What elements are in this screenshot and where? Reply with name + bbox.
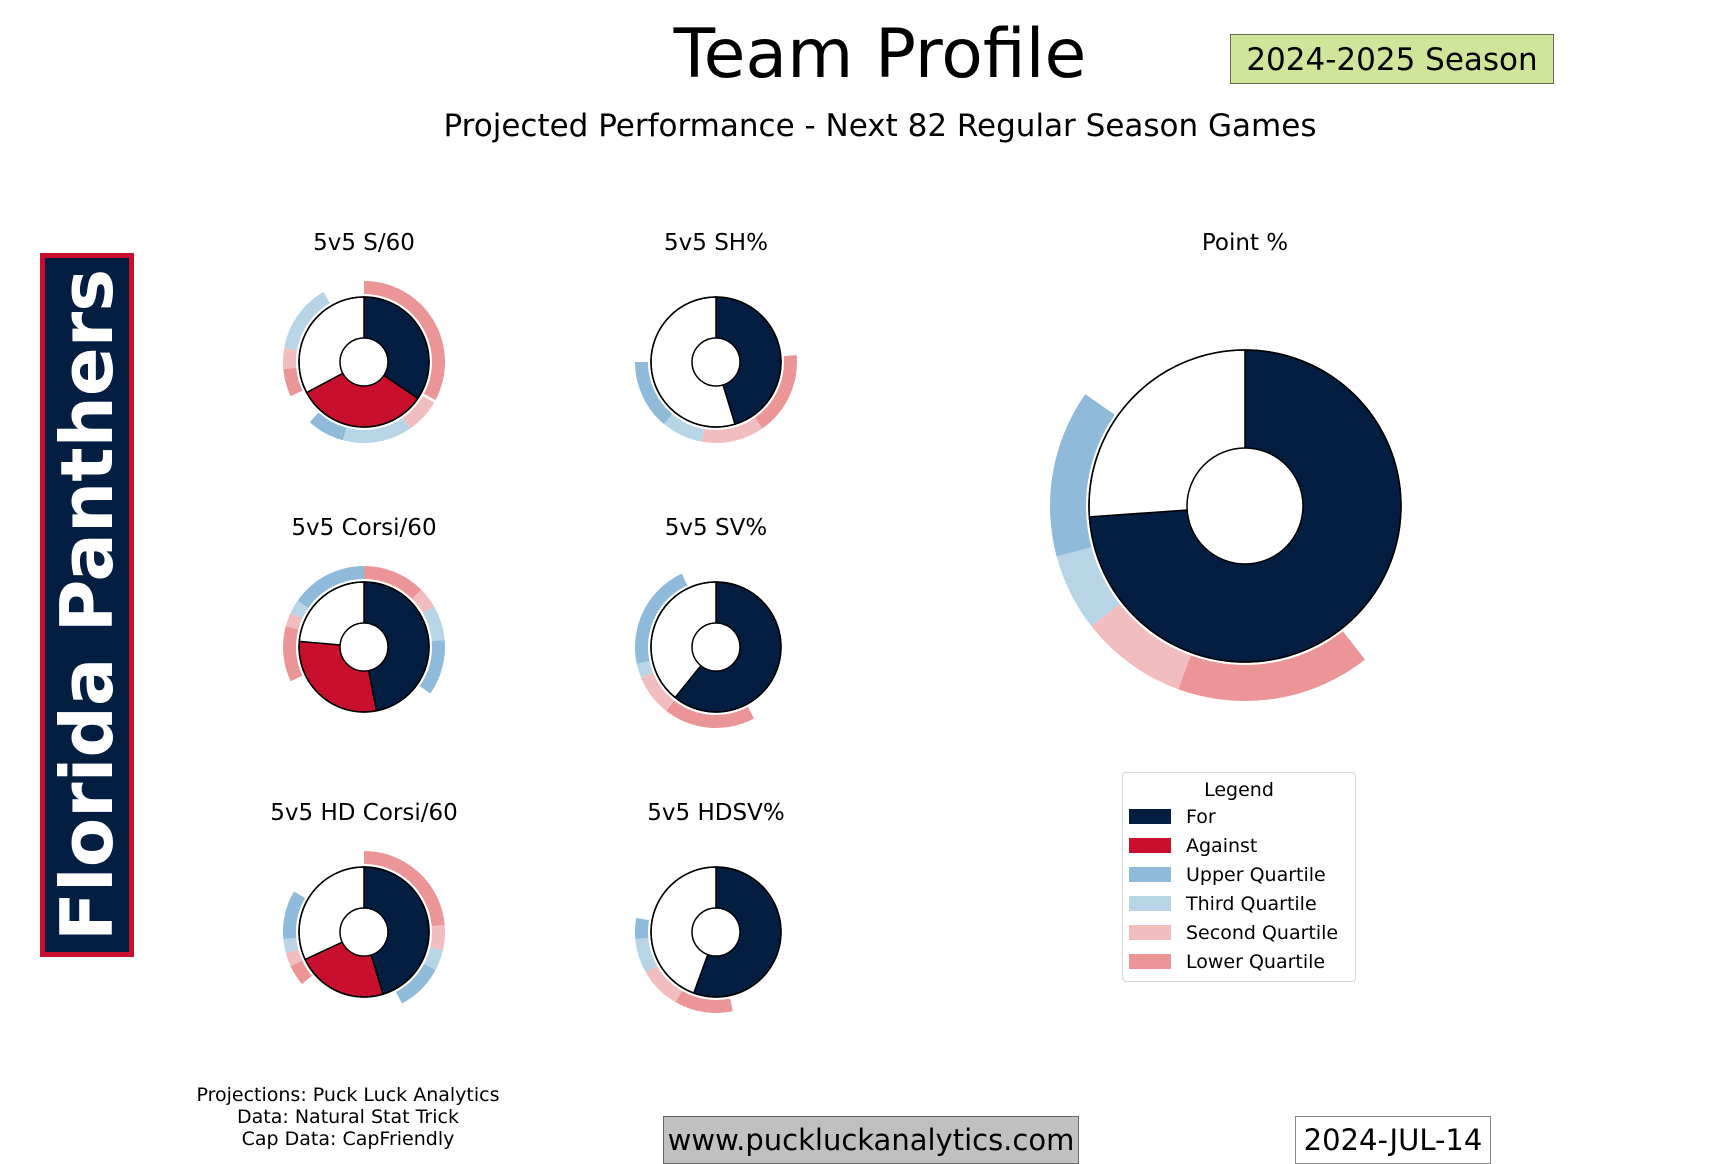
legend-title: Legend (1204, 779, 1274, 801)
legend-label-upper-quartile: Upper Quartile (1186, 863, 1326, 886)
chart-2-quartile-arc-3 (663, 414, 705, 442)
chart-5-title: 5v5 HD Corsi/60 (270, 800, 457, 826)
chart-3-quartile-arc-4 (419, 639, 446, 694)
chart-6-title: 5v5 HDSV% (647, 800, 784, 826)
page-subtitle: Projected Performance - Next 82 Regular … (443, 108, 1317, 144)
chart-6-quartile-arc-3 (635, 937, 658, 973)
chart-2-center-hole (691, 337, 741, 387)
chart-5-quartile-arc-1 (364, 851, 445, 927)
legend-label-third-quartile: Third Quartile (1186, 892, 1317, 915)
chart-1-quartile-arc-7 (284, 291, 330, 351)
chart-4-outline (650, 581, 782, 713)
legend-label-for: For (1186, 805, 1216, 828)
chart-7-title: Point % (1202, 230, 1288, 256)
chart-7-quartile-arc-2 (1091, 603, 1191, 690)
website-label: www.puckluckanalytics.com (663, 1116, 1079, 1164)
chart-1-center-hole (339, 337, 389, 387)
chart-1-quartile-arc-4 (309, 412, 347, 441)
legend-swatch-against (1129, 838, 1171, 853)
chart-2-quartile-arc-4 (635, 362, 673, 425)
chart-1-quartile-arc-3 (343, 417, 411, 444)
chart-4-quartile-arc-2 (640, 672, 675, 711)
chart-3-quartile-arc-2 (412, 589, 435, 613)
chart-5-outline (298, 866, 430, 998)
chart-7-quartile-arc-1 (1178, 631, 1366, 701)
chart-1-quartile-arc-5 (283, 367, 303, 397)
chart-5-quartile-arc-2 (430, 924, 446, 951)
chart-6-outline (650, 866, 782, 998)
chart-3-title: 5v5 Corsi/60 (291, 515, 436, 541)
legend-item-second-quartile: Second Quartile (1123, 918, 1355, 947)
chart-3-quartile-arc-6 (285, 612, 303, 630)
legend-swatch-third-quartile (1129, 896, 1171, 911)
chart-5-quartile-arc-8 (283, 891, 306, 940)
legend-swatch-second-quartile (1129, 925, 1171, 940)
chart-2-quartile-arc-2 (701, 417, 763, 443)
chart-3-center-hole (339, 622, 389, 672)
chart-5-quartile-arc-5 (290, 960, 312, 985)
chart-4-quartile-arc-4 (634, 573, 688, 664)
chart-6-center-hole (691, 907, 741, 957)
chart-3-quartile-arc-7 (290, 600, 309, 619)
chart-2-outline (650, 296, 782, 428)
chart-1-quartile-arc-6 (283, 347, 298, 370)
chart-7-quartile-arc-3 (1056, 547, 1120, 627)
chart-5-quartile-arc-3 (424, 947, 443, 971)
credits: Projections: Puck Luck Analytics Data: N… (158, 1084, 538, 1150)
legend-item-lower-quartile: Lower Quartile (1123, 947, 1355, 976)
chart-3-quartile-arc-1 (364, 566, 422, 599)
page-title: Team Profile (673, 15, 1087, 94)
legend-label-second-quartile: Second Quartile (1186, 921, 1339, 944)
chart-7-outline (1088, 349, 1402, 663)
credit-data: Data: Natural Stat Trick (237, 1106, 459, 1128)
chart-2-title: 5v5 SH% (664, 230, 768, 256)
legend-swatch-for (1129, 809, 1171, 824)
chart-6-quartile-arc-2 (645, 966, 682, 1003)
chart-3-quartile-arc-5 (283, 626, 303, 682)
legend-item-third-quartile: Third Quartile (1123, 889, 1355, 918)
chart-4-quartile-arc-1 (666, 700, 755, 728)
chart-5-center-hole (339, 907, 389, 957)
legend-item-for: For (1123, 802, 1355, 831)
chart-1-quartile-arc-1 (364, 281, 445, 401)
chart-3-quartile-arc-8 (297, 566, 364, 608)
chart-5-quartile-arc-7 (283, 937, 299, 953)
chart-7-center-hole (1186, 447, 1304, 565)
chart-6-quartile-arc-4 (635, 917, 650, 940)
legend: Legend For Against Upper Quartile Third … (1122, 772, 1356, 982)
chart-5-quartile-arc-6 (285, 949, 303, 967)
legend-label-against: Against (1186, 834, 1258, 857)
chart-4-quartile-arc-3 (636, 661, 653, 678)
legend-swatch-upper-quartile (1129, 867, 1171, 882)
chart-5-quartile-arc-4 (395, 963, 436, 1004)
chart-7-quartile-arc-4 (1049, 394, 1115, 557)
chart-6-quartile-arc-1 (675, 990, 733, 1013)
chart-4-center-hole (691, 622, 741, 672)
credit-cap-data: Cap Data: CapFriendly (241, 1128, 455, 1150)
chart-1-title: 5v5 S/60 (313, 230, 415, 256)
chart-1-outline (298, 296, 430, 428)
chart-3-quartile-arc-3 (422, 606, 445, 642)
date-label: 2024-JUL-14 (1295, 1116, 1491, 1164)
legend-swatch-lower-quartile (1129, 954, 1171, 969)
chart-2-quartile-arc-1 (755, 354, 797, 429)
legend-item-against: Against (1123, 831, 1355, 860)
credit-projections: Projections: Puck Luck Analytics (196, 1084, 500, 1106)
team-banner (40, 253, 134, 957)
chart-4-title: 5v5 SV% (665, 515, 767, 541)
season-badge: 2024-2025 Season (1230, 34, 1554, 84)
legend-label-lower-quartile: Lower Quartile (1186, 950, 1326, 973)
legend-item-upper-quartile: Upper Quartile (1123, 860, 1355, 889)
chart-3-outline (298, 581, 430, 713)
chart-1-quartile-arc-2 (403, 396, 435, 429)
